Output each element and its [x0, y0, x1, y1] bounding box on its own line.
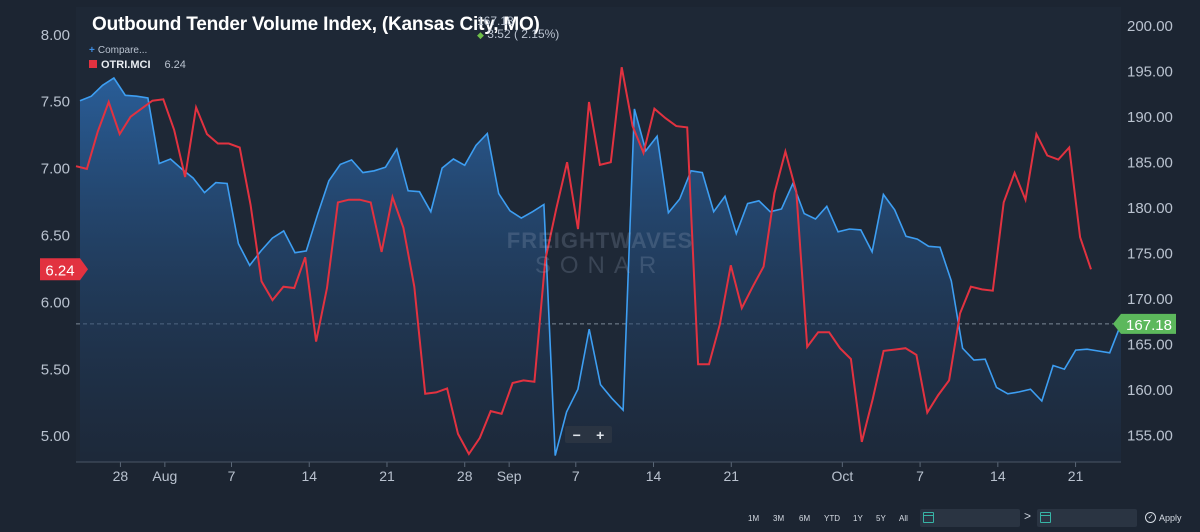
right-tick-label: 165.00: [1127, 337, 1173, 354]
right-tick-label: 185.00: [1127, 155, 1173, 172]
apply-button[interactable]: ✓ Apply: [1145, 512, 1182, 523]
x-tick-label: 7: [228, 468, 236, 484]
x-tick-label: 21: [379, 468, 395, 484]
range-5y[interactable]: 5Y: [876, 514, 886, 523]
x-tick-label: 28: [457, 468, 473, 484]
plus-icon: +: [89, 45, 95, 56]
calendar-icon[interactable]: [923, 512, 934, 523]
watermark-line2: SONAR: [534, 252, 666, 279]
watermark-line1: FREIGHTWAVES: [506, 228, 694, 253]
right-value-badge: [1113, 313, 1176, 334]
zoom-out-button[interactable]: −: [572, 426, 581, 443]
zoom-in-button[interactable]: +: [596, 426, 605, 443]
change-value: 3.52 ( 2.15%): [487, 27, 560, 41]
right-tick-label: 170.00: [1127, 291, 1173, 308]
range-all[interactable]: All: [899, 514, 908, 523]
up-arrow-icon: ◆: [477, 30, 484, 40]
chart-title: Outbound Tender Volume Index, (Kansas Ci…: [92, 14, 540, 35]
x-tick-label: Aug: [152, 468, 177, 484]
x-tick-label: 14: [301, 468, 317, 484]
badge-layer: 167.18 6.24: [40, 258, 1176, 334]
x-tick-label: 7: [916, 468, 924, 484]
end-date-input[interactable]: [1037, 509, 1137, 527]
legend-value: 6.24: [164, 59, 186, 71]
left-value-badge-label: 6.24: [45, 262, 74, 279]
x-tick-label: 21: [1068, 468, 1084, 484]
area-layer: [80, 78, 1121, 462]
left-value-badge: [40, 258, 88, 281]
right-tick-label: 155.00: [1127, 428, 1173, 445]
legend-item-otri[interactable]: OTRI.MCI 6.24: [89, 59, 186, 71]
current-value: 167.18: [477, 14, 514, 28]
check-circle-icon: ✓: [1145, 512, 1156, 523]
watermark: FREIGHTWAVES SONAR: [465, 228, 735, 280]
compare-label: Compare...: [97, 45, 148, 56]
x-tick-label: Sep: [497, 468, 522, 484]
x-tick-label: 7: [572, 468, 580, 484]
line-layer: [75, 67, 1122, 456]
left-tick-label: 7.00: [41, 161, 70, 178]
x-tick-label: 14: [646, 468, 662, 484]
x-tick-label: 21: [723, 468, 739, 484]
range-6m[interactable]: 6M: [799, 514, 811, 523]
chart-area: 8.00 7.50 7.00 6.50 6.00 5.50 5.00 200.00 195.00…: [40, 14, 1176, 484]
otri-line: [75, 67, 1092, 456]
compare-button[interactable]: + Compare...: [89, 45, 147, 56]
zoom-controls: − +: [565, 426, 612, 443]
otvi-area: [80, 78, 1121, 462]
date-separator: >: [1024, 509, 1032, 523]
change-readout: ◆ 3.52 ( 2.15%): [477, 27, 559, 41]
otvi-line: [79, 76, 1122, 456]
right-tick-label: 175.00: [1127, 246, 1173, 263]
x-tick-label: 14: [990, 468, 1006, 484]
range-1y[interactable]: 1Y: [853, 514, 863, 523]
legend-swatch: [89, 60, 97, 68]
right-tick-label: 195.00: [1127, 64, 1173, 81]
left-tick-label: 8.00: [41, 27, 70, 44]
footer-toolbar: 1M 3M 6M YTD 1Y 5Y All: [0, 500, 1200, 532]
apply-label: Apply: [1159, 512, 1182, 523]
legend-label: OTRI.MCI: [101, 59, 151, 71]
right-tick-label: 200.00: [1127, 18, 1173, 35]
range-3m[interactable]: 3M: [773, 514, 785, 523]
x-tick-label: 28: [113, 468, 129, 484]
left-tick-label: 5.50: [41, 361, 70, 378]
left-tick-label: 6.00: [41, 294, 70, 311]
range-1m[interactable]: 1M: [748, 514, 760, 523]
chart-svg: 8.00 7.50 7.00 6.50 6.00 5.50 5.00 200.00 195.00…: [40, 18, 1176, 484]
left-tick-label: 5.00: [41, 428, 70, 445]
start-date-input[interactable]: [920, 509, 1020, 527]
right-value-badge-label: 167.18: [1126, 317, 1172, 334]
x-tick-label: Oct: [831, 468, 853, 484]
right-tick-label: 190.00: [1127, 109, 1173, 126]
left-tick-label: 7.50: [41, 94, 70, 111]
range-ytd[interactable]: YTD: [824, 514, 840, 523]
left-tick-label: 6.50: [41, 228, 70, 245]
calendar-icon[interactable]: [1040, 512, 1051, 523]
right-tick-label: 180.00: [1127, 200, 1173, 217]
right-tick-label: 160.00: [1127, 382, 1173, 399]
axis-layer: 8.00 7.50 7.00 6.50 6.00 5.50 5.00 200.00 195.00…: [41, 18, 1173, 484]
